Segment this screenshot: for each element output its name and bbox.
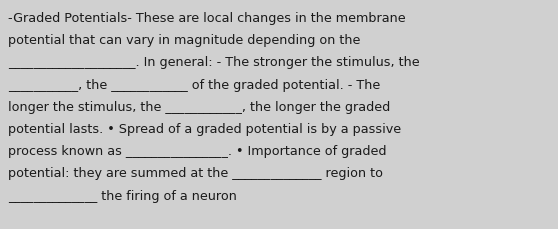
Text: longer the stimulus, the ____________, the longer the graded: longer the stimulus, the ____________, t… xyxy=(8,100,390,113)
Text: process known as ________________. • Importance of graded: process known as ________________. • Imp… xyxy=(8,144,387,158)
Text: potential: they are summed at the ______________ region to: potential: they are summed at the ______… xyxy=(8,167,383,180)
Text: ______________ the firing of a neuron: ______________ the firing of a neuron xyxy=(8,189,237,202)
Text: ____________________. In general: - The stronger the stimulus, the: ____________________. In general: - The … xyxy=(8,56,420,69)
Text: potential lasts. • Spread of a graded potential is by a passive: potential lasts. • Spread of a graded po… xyxy=(8,123,401,135)
Text: ___________, the ____________ of the graded potential. - The: ___________, the ____________ of the gra… xyxy=(8,78,380,91)
Text: potential that can vary in magnitude depending on the: potential that can vary in magnitude dep… xyxy=(8,34,360,47)
Text: -Graded Potentials- These are local changes in the membrane: -Graded Potentials- These are local chan… xyxy=(8,12,406,25)
